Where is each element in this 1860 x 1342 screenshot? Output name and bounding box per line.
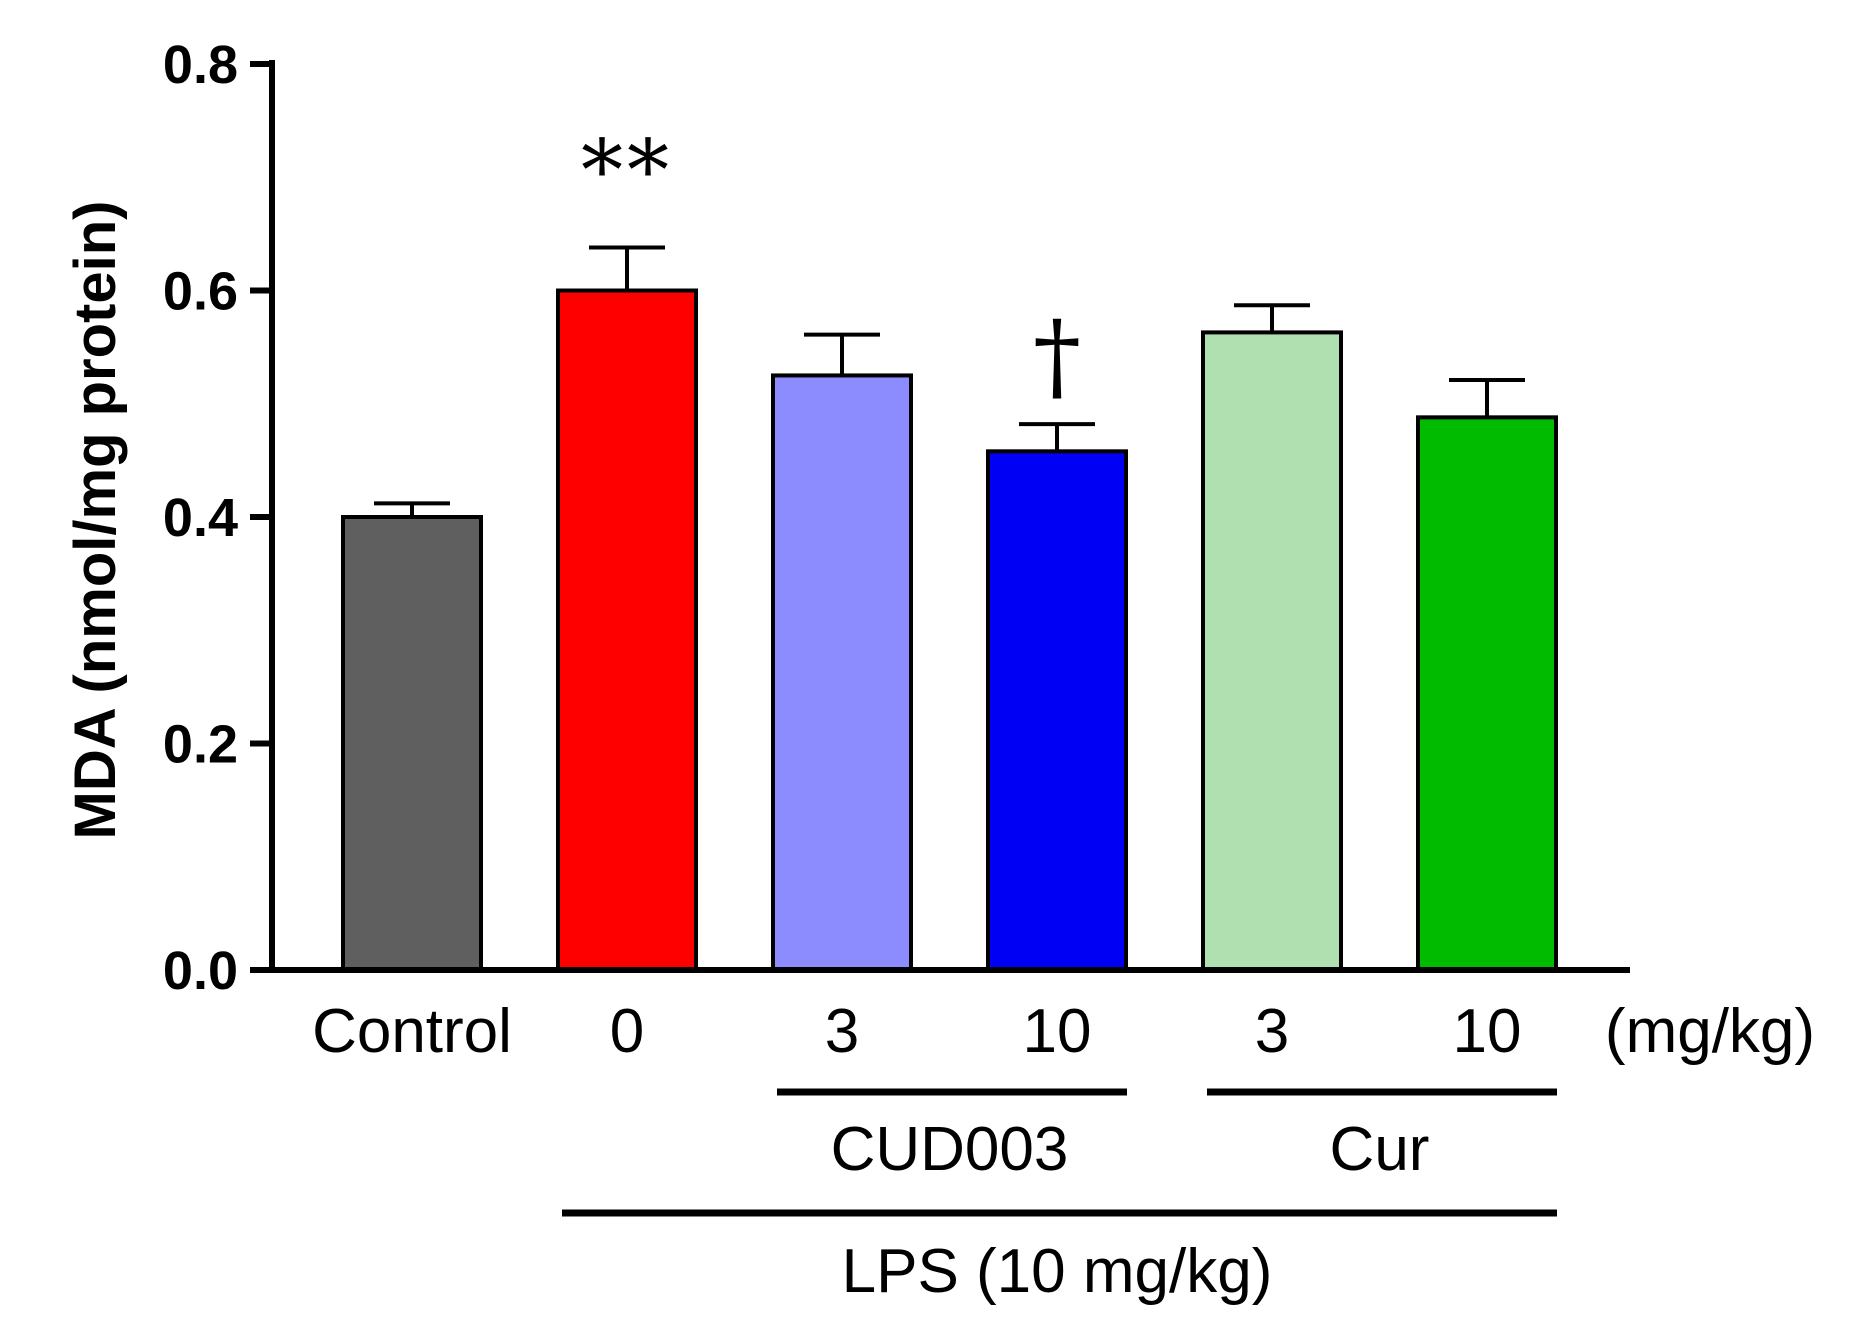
x-category-label: Control — [312, 997, 512, 1066]
y-tick-label: 0.6 — [163, 262, 238, 322]
bar-5 — [1416, 415, 1558, 972]
bars-layer — [341, 288, 1558, 972]
bar-4 — [1201, 330, 1343, 972]
x-unit-label: (mg/kg) — [1605, 997, 1815, 1066]
bar-1 — [556, 288, 698, 972]
x-category-label: 3 — [825, 997, 859, 1066]
y-axis-label: MDA (nmol/mg protein) — [63, 201, 128, 840]
error-bars-layer — [374, 245, 1525, 517]
group-label: CUD003 — [831, 1115, 1069, 1184]
group-brackets-layer: CUD003 Cur LPS (10 mg/kg) — [562, 1088, 1557, 1306]
group-label: LPS (10 mg/kg) — [842, 1237, 1273, 1306]
bar-0 — [341, 515, 483, 972]
significance-marker: † — [1033, 300, 1081, 412]
significance-layer: ** † — [581, 121, 1081, 412]
y-tick-label: 0.0 — [163, 941, 238, 1001]
y-tick-label: 0.4 — [163, 488, 238, 548]
x-category-label: 10 — [1023, 997, 1092, 1066]
labels-layer: 0.0 0.2 0.4 0.6 0.8 MDA (nmol/mg protein) Cont… — [63, 35, 1815, 1066]
bar-2 — [771, 373, 913, 972]
y-tick-label: 0.2 — [163, 715, 238, 775]
x-category-label: 0 — [610, 997, 644, 1066]
axes-layer — [250, 60, 1630, 973]
group-label: Cur — [1330, 1115, 1430, 1184]
y-tick-label: 0.8 — [163, 35, 238, 95]
bar-3 — [986, 449, 1128, 972]
x-category-label: 3 — [1255, 997, 1289, 1066]
x-category-label: 10 — [1453, 997, 1522, 1066]
significance-marker: ** — [581, 121, 673, 219]
